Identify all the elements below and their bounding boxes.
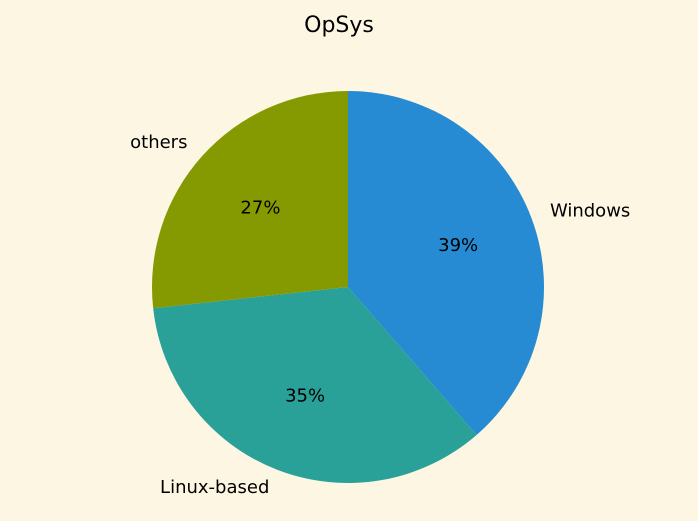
percent-others: 27% xyxy=(240,197,280,218)
pie-labels: Windows 39% Linux-based 35% others 27% xyxy=(130,132,630,498)
label-linux-based: Linux-based xyxy=(160,477,269,498)
percent-windows: 39% xyxy=(438,235,478,256)
slice-windows xyxy=(348,91,544,435)
slice-others xyxy=(152,90,348,309)
pie-slices xyxy=(152,90,544,483)
slice-linux-based xyxy=(153,287,477,483)
chart-title: OpSys xyxy=(304,13,374,38)
label-others: others xyxy=(130,132,187,153)
percent-linux-based: 35% xyxy=(285,386,325,407)
label-windows: Windows xyxy=(550,201,630,222)
